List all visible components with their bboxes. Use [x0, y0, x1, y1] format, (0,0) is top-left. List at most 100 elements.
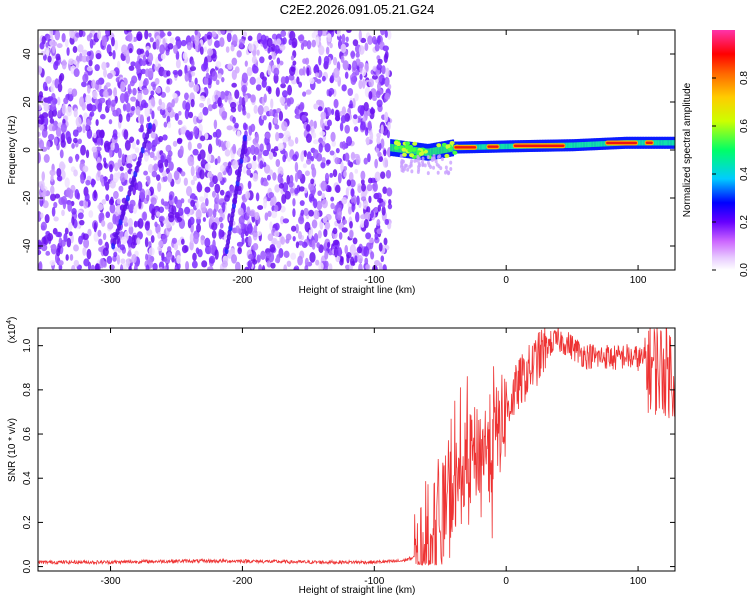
spectrogram-noise-cell [225, 46, 230, 53]
spectrogram-noise-cell [75, 116, 82, 128]
spectrogram-noise-cell [370, 251, 375, 260]
spectrogram-noise-cell [73, 137, 78, 144]
spectrogram-noise-cell [231, 82, 237, 88]
spectrogram-noise-cell [332, 57, 338, 66]
spectrogram-band-scatter [435, 162, 439, 167]
spectrogram-band-core [584, 141, 587, 148]
spectrogram-noise-cell [381, 206, 386, 216]
spectrogram-noise-cell [330, 75, 334, 83]
spectrogram-noise-cell [56, 247, 61, 257]
spectrogram-noise-cell [147, 163, 154, 173]
spectrogram-noise-cell [340, 257, 344, 263]
spectrogram-noise-cell [119, 166, 124, 172]
spectrogram-noise-cell [122, 104, 127, 112]
spectrogram-noise-cell [252, 242, 259, 251]
spectrogram-noise-cell [335, 184, 341, 194]
spectrogram-noise-cell [259, 160, 264, 170]
spectrogram-noise-cell [207, 208, 214, 217]
spectrogram-noise-cell [377, 151, 382, 158]
spectrogram-noise-cell [68, 231, 73, 237]
spectrogram-band-scatter [415, 158, 419, 163]
colorbar-tick-label: 0.8 [739, 71, 750, 85]
spectrogram-noise-cell [85, 179, 91, 186]
spectrogram-noise-cell [231, 254, 238, 264]
spectrogram-noise-cell [302, 66, 306, 76]
spectrogram-noise-cell [336, 207, 342, 219]
spectrogram-noise-cell [318, 142, 323, 153]
spectrogram-noise-cell [150, 235, 155, 243]
spectrogram-noise-cell [73, 244, 79, 252]
spectrogram-noise-cell [321, 199, 328, 209]
spectrogram-noise-cell [182, 51, 188, 60]
spectrogram-noise-cell [209, 181, 215, 188]
spectrogram-noise-cell [144, 30, 149, 40]
spectrogram-band-scatter [406, 167, 410, 172]
spectrogram-noise-cell [111, 36, 115, 47]
spectrogram-noise-cell [263, 115, 267, 121]
spectrogram-noise-cell [374, 231, 379, 240]
spectrogram-noise-cell [107, 97, 112, 109]
spectrogram-noise-cell [56, 167, 62, 177]
spectrogram-x-tick-label: -100 [364, 275, 384, 286]
spectrogram-noise-cell [316, 242, 321, 249]
spectrogram-noise-cell [310, 178, 315, 185]
spectrogram-noise-cell [174, 211, 180, 219]
spectrogram-noise-cell [358, 61, 364, 69]
spectrogram-noise-cell [113, 251, 118, 258]
spectrogram-noise-cell [309, 196, 315, 202]
spectrogram-noise-cell [356, 246, 363, 254]
spectrogram-noise-cell [86, 66, 93, 72]
spectrogram-noise-cell [273, 116, 278, 124]
spectrogram-noise-cell [43, 102, 50, 112]
spectrogram-noise-cell [193, 125, 199, 136]
spectrogram-noise-cell [50, 193, 56, 202]
spectrogram-noise-cell [376, 136, 381, 145]
spectrogram-noise-cell [188, 80, 195, 88]
spectrogram-noise-cell [318, 262, 324, 270]
spectrogram-noise-cell [238, 215, 245, 225]
spectrogram-noise-cell [38, 152, 41, 163]
spectrogram-noise-cell [137, 218, 144, 229]
spectrogram-band-core [670, 140, 673, 146]
spectrogram-noise-cell [192, 252, 197, 262]
colorbar-ticks: 0.0 0.2 0.4 0.6 0.8 [712, 71, 750, 277]
spectrogram-noise-cell [102, 232, 107, 241]
spectrogram-noise-cell [381, 200, 386, 208]
spectrogram-noise-cell [211, 230, 217, 239]
spectrogram-band-scatter [403, 163, 407, 168]
spectrogram-noise-cell [264, 212, 269, 221]
spectrogram-noise-cell [240, 232, 245, 239]
spectrogram-noise-cell [247, 235, 252, 247]
spectrogram-noise-cell [195, 247, 200, 255]
spectrogram-noise-cell [341, 106, 347, 116]
spectrogram-noise-cell [323, 228, 328, 238]
snr-plot-area [38, 328, 675, 571]
spectrogram-noise-cell [299, 200, 305, 206]
spectrogram-noise-cell [230, 44, 235, 52]
spectrogram-noise-cell [82, 124, 86, 134]
spectrogram-noise-cell [45, 250, 51, 256]
spectrogram-noise-cell [168, 161, 174, 171]
spectrogram-noise-cell [364, 42, 369, 52]
spectrogram-noise-cell [380, 124, 384, 135]
spectrogram-noise-cell [207, 171, 213, 178]
spectrogram-band-blob [412, 141, 418, 146]
spectrogram-noise-cell [136, 237, 141, 245]
spectrogram-noise-cell [69, 253, 74, 261]
spectrogram-noise-cell [250, 94, 256, 103]
spectrogram-noise-cell [102, 90, 109, 98]
spectrogram-noise-cell [40, 221, 47, 231]
spectrogram-noise-cell [255, 192, 260, 202]
spectrogram-noise-cell [336, 30, 341, 37]
spectrogram-noise-cell [105, 194, 110, 202]
spectrogram-noise-cell [169, 36, 175, 45]
spectrogram-noise-cell [347, 87, 354, 97]
colorbar-tick-label: 0.0 [739, 263, 750, 277]
spectrogram-noise-cell [71, 143, 75, 149]
colorbar-tick-label: 0.6 [739, 119, 750, 133]
spectrogram-noise-cell [374, 206, 379, 213]
spectrogram-noise-cell [253, 224, 258, 234]
spectrogram-band-core [391, 144, 394, 152]
spectrogram-noise-cell [268, 151, 274, 160]
spectrogram-noise-cell [374, 43, 380, 52]
